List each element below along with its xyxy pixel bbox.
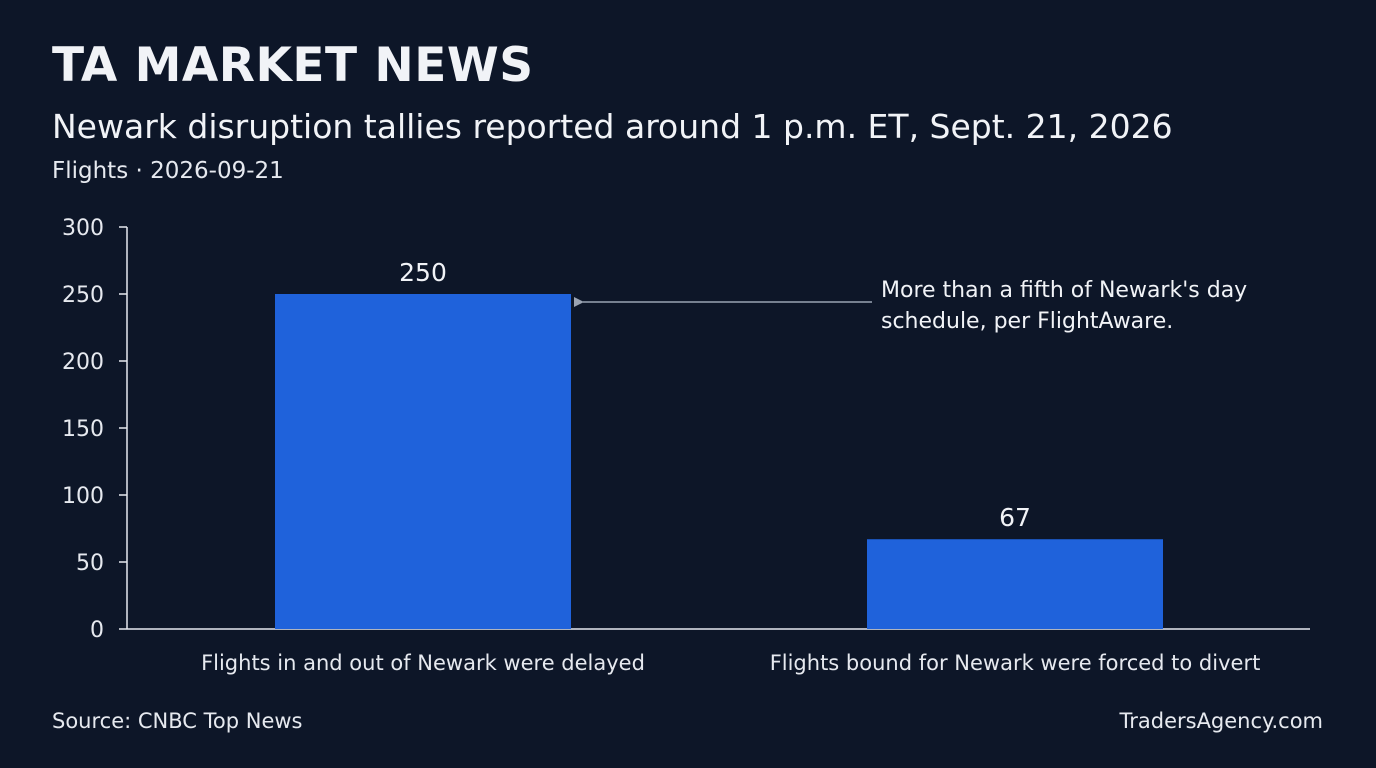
y-tick-label: 150: [62, 417, 104, 442]
source-note: Source: CNBC Top News: [52, 709, 303, 733]
bar-data-label: 67: [999, 503, 1031, 532]
bar: [275, 294, 571, 629]
annotation-line: More than a fifth of Newark's day: [881, 278, 1247, 303]
annotation-text: More than a fifth of Newark's day schedul…: [881, 278, 1247, 334]
y-tick-label: 50: [76, 551, 104, 576]
x-category-label: Flights bound for Newark were forced to …: [770, 651, 1261, 675]
y-tick-label: 100: [62, 484, 104, 509]
bar: [867, 539, 1163, 629]
bar-data-label: 250: [399, 258, 447, 287]
chart-subtitle: Flights · 2026-09-21: [52, 158, 284, 184]
y-tick-label: 0: [90, 618, 104, 643]
brand-logo-text: TA MARKET NEWS: [52, 38, 534, 93]
annotation-line: schedule, per FlightAware.: [881, 309, 1173, 334]
site-credit: TradersAgency.com: [1119, 709, 1324, 733]
y-tick-label: 250: [62, 283, 104, 308]
y-tick-label: 200: [62, 350, 104, 375]
chart-title: Newark disruption tallies reported aroun…: [52, 107, 1173, 146]
y-tick-label: 300: [62, 216, 104, 241]
x-category-label: Flights in and out of Newark were delaye…: [201, 651, 645, 675]
